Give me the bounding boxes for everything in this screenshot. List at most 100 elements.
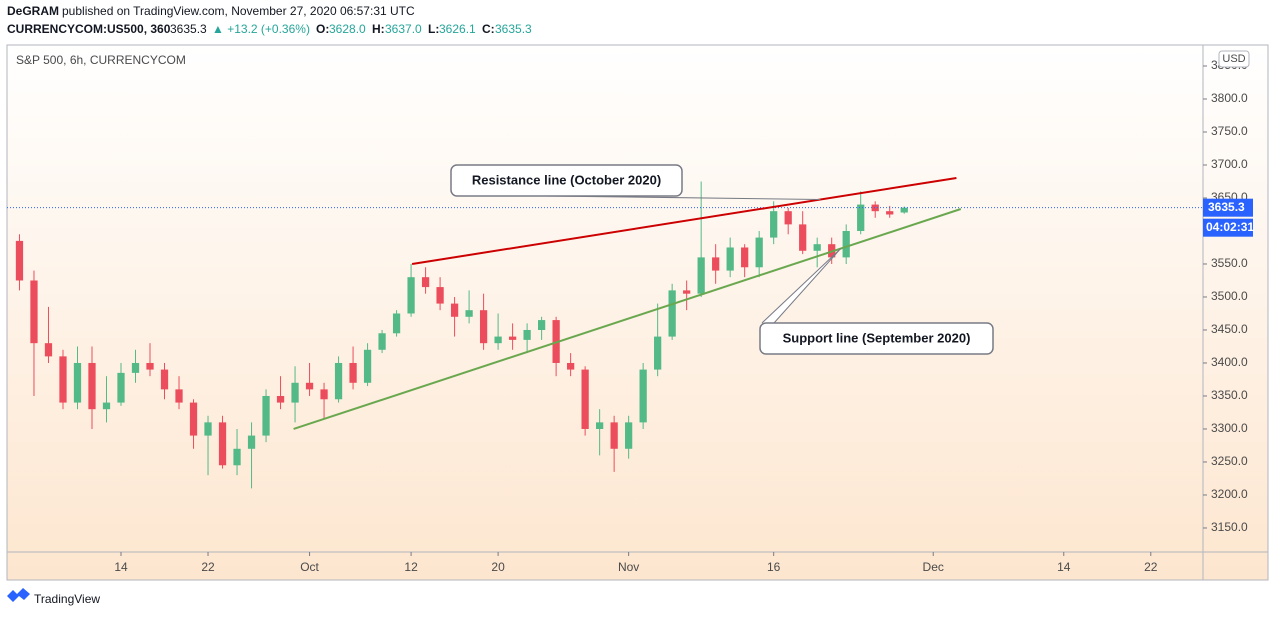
candle-body bbox=[276, 395, 285, 403]
y-tick-label: 3500.0 bbox=[1211, 289, 1248, 303]
candle-body bbox=[450, 303, 459, 317]
o-label: O: bbox=[316, 22, 329, 36]
callout-pointer bbox=[544, 195, 821, 200]
candle-body bbox=[639, 369, 647, 423]
symbol: CURRENCYCOM:US500, 360 bbox=[7, 22, 171, 36]
y-tick-label: 3200.0 bbox=[1211, 487, 1248, 501]
candle-body bbox=[30, 280, 38, 344]
x-tick-label: 20 bbox=[491, 560, 505, 574]
y-tick-label: 3250.0 bbox=[1211, 454, 1248, 468]
callout-pointer bbox=[761, 248, 842, 324]
candle-body bbox=[625, 422, 633, 449]
candle-body bbox=[596, 422, 604, 429]
y-tick-label: 3550.0 bbox=[1211, 256, 1248, 270]
candle-body bbox=[189, 402, 198, 436]
y-tick-label: 3150.0 bbox=[1211, 520, 1248, 534]
candle-body bbox=[102, 402, 111, 410]
candle-body bbox=[15, 240, 24, 281]
countdown-label: 04:02:31 bbox=[1206, 220, 1254, 234]
x-tick-label: 14 bbox=[1057, 560, 1071, 574]
candle-body bbox=[465, 310, 473, 317]
trendline bbox=[411, 176, 957, 265]
candle-body bbox=[349, 362, 357, 383]
y-tick-label: 3750.0 bbox=[1211, 124, 1248, 138]
x-tick-label: 22 bbox=[1144, 560, 1158, 574]
x-tick-label: Dec bbox=[923, 560, 944, 574]
h: 3637.0 bbox=[385, 22, 422, 36]
candle-body bbox=[117, 372, 125, 403]
y-tick-label: 3700.0 bbox=[1211, 157, 1248, 171]
candle-body bbox=[900, 207, 908, 213]
l-label: L: bbox=[428, 22, 439, 36]
candle-body bbox=[392, 313, 401, 334]
candle-body bbox=[175, 389, 183, 403]
candle-body bbox=[537, 320, 546, 330]
h-label: H: bbox=[372, 22, 385, 36]
x-tick-label: 14 bbox=[114, 560, 128, 574]
candle-body bbox=[712, 257, 720, 271]
candle-body bbox=[88, 362, 96, 410]
candle-body bbox=[755, 237, 763, 268]
candle-body bbox=[770, 211, 778, 238]
callout-text: Support line (September 2020) bbox=[783, 330, 971, 345]
trendline bbox=[293, 208, 962, 430]
candle-body bbox=[204, 422, 212, 436]
callout-text: Resistance line (October 2020) bbox=[472, 172, 661, 187]
candle-body bbox=[146, 362, 154, 370]
y-tick-label: 3400.0 bbox=[1211, 355, 1248, 369]
x-tick-label: 22 bbox=[201, 560, 215, 574]
candle-body bbox=[233, 448, 241, 466]
candle-body bbox=[610, 422, 618, 449]
candle-body bbox=[436, 287, 444, 304]
candle-body bbox=[784, 211, 792, 225]
candle-body bbox=[886, 211, 894, 215]
x-tick-label: 16 bbox=[767, 560, 781, 574]
publisher: DeGRAM bbox=[7, 4, 59, 18]
candle-body bbox=[131, 362, 140, 373]
logo bbox=[7, 588, 30, 602]
candle-body bbox=[160, 369, 169, 390]
candle-body bbox=[842, 230, 850, 258]
candle-body bbox=[262, 395, 270, 436]
candle-body bbox=[378, 333, 386, 350]
y-tick-label: 3450.0 bbox=[1211, 322, 1248, 336]
candle-body bbox=[291, 382, 299, 403]
candle-body bbox=[654, 336, 662, 370]
candle-body bbox=[73, 362, 82, 403]
y-tick-label: 3350.0 bbox=[1211, 388, 1248, 402]
l: 3626.1 bbox=[439, 22, 476, 36]
c: 3635.3 bbox=[495, 22, 532, 36]
last-price-badge bbox=[1203, 198, 1253, 217]
candle-body bbox=[668, 290, 676, 337]
y-tick-label: 3300.0 bbox=[1211, 421, 1248, 435]
candle-body bbox=[218, 422, 227, 466]
candle-body bbox=[59, 356, 67, 403]
candle-body bbox=[508, 336, 517, 340]
candle-body bbox=[305, 382, 314, 390]
o: 3628.0 bbox=[329, 22, 366, 36]
candle-body bbox=[697, 257, 705, 294]
candle-body bbox=[871, 204, 879, 212]
currency-label: USD bbox=[1222, 53, 1245, 65]
candle-body bbox=[683, 290, 691, 294]
last: 3635.3 bbox=[170, 22, 207, 36]
last-price-label: 3635.3 bbox=[1208, 200, 1245, 214]
candle-body bbox=[479, 310, 488, 344]
chart-frame bbox=[6, 44, 1269, 581]
change: ▲ +13.2 (+0.36%) bbox=[212, 22, 310, 36]
candle-body bbox=[566, 362, 575, 370]
candle-body bbox=[363, 349, 372, 383]
x-tick-label: 12 bbox=[404, 560, 418, 574]
candle-body bbox=[320, 389, 328, 400]
currency-badge bbox=[1218, 50, 1250, 68]
candle-body bbox=[726, 247, 734, 271]
candle-body bbox=[799, 224, 807, 251]
c-label: C: bbox=[482, 22, 495, 36]
x-tick-label: Nov bbox=[618, 560, 639, 574]
candle-body bbox=[247, 435, 256, 449]
y-tick-label: 3800.0 bbox=[1211, 91, 1248, 105]
chart-title: S&P 500, 6h, CURRENCYCOM bbox=[16, 53, 186, 67]
candle-body bbox=[334, 362, 343, 400]
